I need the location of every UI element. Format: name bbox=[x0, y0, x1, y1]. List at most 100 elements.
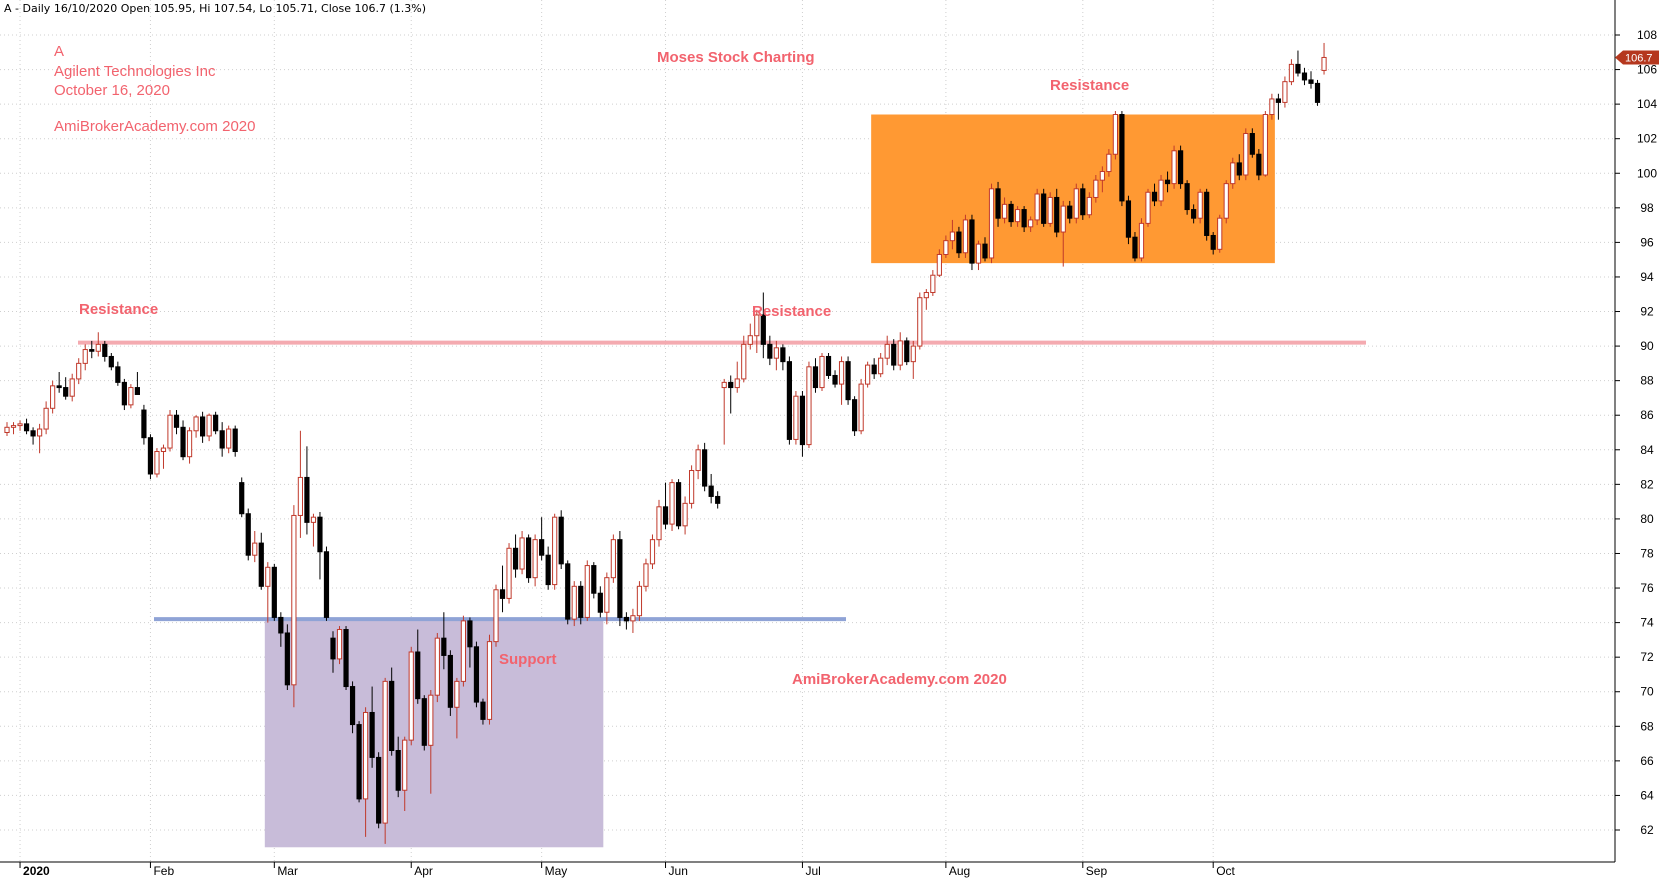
candle bbox=[565, 560, 571, 625]
candle bbox=[1301, 67, 1308, 86]
candle bbox=[656, 499, 662, 547]
candle bbox=[258, 532, 264, 590]
candle bbox=[760, 292, 766, 359]
candle bbox=[597, 586, 603, 618]
candle bbox=[578, 581, 584, 625]
candle bbox=[467, 617, 473, 668]
candle bbox=[1197, 188, 1203, 224]
candle bbox=[891, 339, 897, 371]
candle-body bbox=[897, 340, 903, 366]
candle-body bbox=[930, 274, 936, 294]
candle-body bbox=[382, 680, 388, 824]
candle-body bbox=[310, 516, 317, 523]
candle-body bbox=[193, 416, 199, 432]
candle bbox=[988, 183, 995, 264]
candle bbox=[1269, 93, 1275, 120]
candle-body bbox=[454, 680, 460, 708]
candle bbox=[213, 411, 219, 435]
candle-body bbox=[1184, 183, 1190, 211]
candle bbox=[767, 335, 773, 366]
company-label: Agilent Technologies Inc bbox=[54, 63, 216, 80]
candle bbox=[480, 698, 486, 725]
candle-body bbox=[1047, 196, 1053, 224]
candle-body bbox=[213, 414, 219, 432]
candle bbox=[949, 219, 955, 250]
candle bbox=[265, 562, 271, 623]
candle bbox=[56, 372, 62, 393]
candle-body bbox=[252, 542, 258, 556]
candle bbox=[702, 442, 708, 492]
candle-body bbox=[206, 414, 212, 437]
candle bbox=[76, 358, 82, 385]
candle-body bbox=[17, 423, 23, 427]
candle bbox=[1093, 174, 1099, 203]
candle-body bbox=[715, 495, 721, 504]
candle-body bbox=[1073, 188, 1079, 219]
y-tick-label: 62 bbox=[1640, 823, 1654, 837]
candle bbox=[832, 370, 838, 388]
candle bbox=[89, 340, 95, 359]
candle-body bbox=[434, 637, 440, 696]
candle bbox=[154, 448, 160, 478]
candle bbox=[434, 632, 440, 703]
candle-body bbox=[1112, 114, 1119, 155]
candle-body bbox=[702, 449, 708, 487]
candle-body bbox=[4, 426, 10, 433]
candle-body bbox=[56, 385, 62, 389]
y-tick-label: 98 bbox=[1640, 201, 1654, 215]
candle-body bbox=[1034, 193, 1040, 221]
x-tick-label: Oct bbox=[1216, 864, 1235, 878]
candle bbox=[108, 353, 114, 371]
candle bbox=[545, 546, 551, 590]
candle bbox=[180, 420, 186, 461]
site-label-top: AmiBrokerAcademy.com 2020 bbox=[54, 118, 255, 135]
candle bbox=[193, 415, 199, 438]
candle-body bbox=[134, 387, 141, 395]
candle bbox=[1158, 174, 1164, 207]
candle-body bbox=[10, 425, 17, 428]
candle-body bbox=[167, 414, 173, 449]
candle bbox=[37, 423, 43, 454]
candle bbox=[1282, 76, 1288, 108]
candle-body bbox=[799, 395, 806, 446]
candle bbox=[395, 736, 401, 798]
candle-body bbox=[297, 476, 303, 516]
candle-body bbox=[636, 585, 643, 617]
candle bbox=[428, 690, 434, 794]
y-tick-label: 86 bbox=[1640, 408, 1654, 422]
x-axis-ticks: 2020 Feb Mar Apr May Jun Jul Aug Sep Oct bbox=[19, 862, 1236, 878]
y-tick-label: 100 bbox=[1637, 166, 1657, 180]
candle-body bbox=[1164, 179, 1171, 185]
candle-body bbox=[395, 750, 401, 791]
candle bbox=[871, 358, 877, 379]
candle-body bbox=[330, 637, 336, 660]
candle bbox=[1164, 171, 1171, 193]
support-label: Support bbox=[499, 651, 557, 668]
x-tick-label: Feb bbox=[153, 864, 174, 878]
candle-body bbox=[1119, 114, 1125, 202]
candle-body bbox=[512, 547, 519, 570]
last-price-badge: 106.7 bbox=[1615, 50, 1659, 65]
candle bbox=[806, 361, 812, 449]
candle-body bbox=[793, 395, 799, 440]
candle-body bbox=[1086, 196, 1092, 216]
candle-body bbox=[552, 516, 558, 586]
y-tick-label: 72 bbox=[1640, 650, 1654, 664]
candle bbox=[1034, 188, 1040, 226]
candle-body bbox=[825, 355, 832, 376]
candle-body bbox=[852, 399, 858, 432]
candle-body bbox=[284, 632, 290, 686]
candle bbox=[1243, 128, 1249, 181]
candle bbox=[975, 240, 982, 271]
candle bbox=[858, 378, 864, 435]
candle bbox=[773, 340, 779, 371]
y-tick-label: 64 bbox=[1640, 788, 1654, 802]
y-tick-label: 88 bbox=[1640, 374, 1654, 388]
x-tick-label: May bbox=[545, 864, 568, 878]
candle-body bbox=[656, 506, 662, 541]
candle-body bbox=[539, 539, 545, 556]
chart-header: A - Daily 16/10/2020 Open 105.95, Hi 107… bbox=[4, 2, 426, 15]
candle bbox=[643, 558, 649, 592]
candle bbox=[1249, 128, 1255, 158]
candle bbox=[1080, 183, 1086, 220]
